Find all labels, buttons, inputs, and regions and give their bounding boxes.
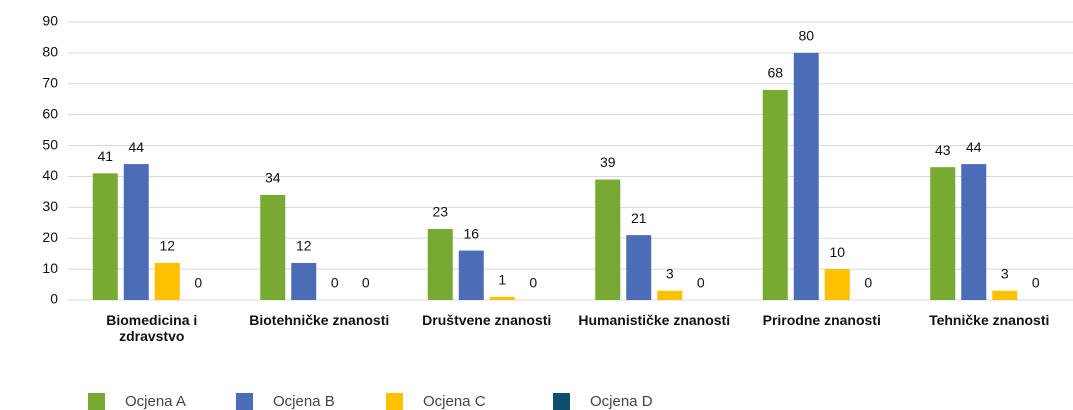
- value-label: 3: [1001, 265, 1009, 281]
- bar: [92, 173, 118, 300]
- value-label: 0: [194, 275, 202, 291]
- x-tick-label: Humanističke znanosti: [578, 312, 731, 328]
- value-label: 44: [128, 139, 144, 155]
- value-label: 0: [331, 275, 339, 291]
- bar: [291, 262, 317, 300]
- bar: [123, 164, 149, 300]
- value-label: 0: [1032, 275, 1040, 291]
- bar: [824, 269, 850, 300]
- y-tick-label: 50: [42, 136, 58, 152]
- value-label: 23: [432, 204, 448, 220]
- value-label: 10: [829, 244, 845, 260]
- y-tick-label: 30: [42, 198, 58, 214]
- y-tick-label: 0: [50, 291, 58, 307]
- y-tick-label: 80: [42, 44, 58, 60]
- value-label: 12: [159, 238, 175, 254]
- y-tick-label: 90: [42, 13, 58, 29]
- value-label: 0: [529, 275, 537, 291]
- value-label: 0: [362, 275, 370, 291]
- value-label: 39: [600, 154, 616, 170]
- y-tick-label: 60: [42, 105, 58, 121]
- bar: [961, 164, 987, 300]
- value-label: 0: [697, 275, 705, 291]
- value-label: 12: [296, 238, 312, 254]
- bar: [489, 296, 515, 300]
- value-label: 21: [631, 210, 647, 226]
- y-tick-label: 40: [42, 167, 58, 183]
- value-label: 3: [666, 265, 674, 281]
- bar: [260, 194, 286, 300]
- legend-label: Ocjena A: [125, 393, 186, 410]
- x-tick-label: Biomedicina i zdravstvo: [106, 312, 198, 344]
- legend-label: Ocjena D: [590, 393, 653, 410]
- bar: [657, 290, 683, 300]
- x-tick-label: Tehničke znanosti: [929, 312, 1050, 328]
- value-label: 1: [498, 272, 506, 288]
- value-label: 0: [864, 275, 872, 291]
- x-tick-label: Društvene znanosti: [422, 312, 552, 328]
- bar: [930, 167, 956, 300]
- y-tick-label: 20: [42, 229, 58, 245]
- bar: [458, 250, 484, 300]
- value-label: 80: [798, 28, 814, 44]
- bar: [154, 262, 180, 300]
- legend-swatch: [236, 393, 253, 410]
- legend-swatch: [386, 393, 403, 410]
- value-label: 68: [767, 65, 783, 81]
- value-label: 16: [463, 225, 479, 241]
- bar: [626, 235, 652, 300]
- value-label: 34: [265, 170, 281, 186]
- bar: [595, 179, 621, 300]
- bar: [762, 89, 788, 300]
- bar: [992, 290, 1018, 300]
- legend-label: Ocjena B: [273, 393, 335, 410]
- value-label: 44: [966, 139, 982, 155]
- bar: [427, 228, 453, 300]
- legend-swatch: [553, 393, 570, 410]
- value-label: 41: [97, 148, 113, 164]
- x-tick-label: Biotehničke znanosti: [249, 312, 390, 328]
- legend-swatch: [88, 393, 105, 410]
- bar: [793, 52, 819, 301]
- value-label: 43: [935, 142, 951, 158]
- legend-label: Ocjena C: [423, 393, 486, 410]
- x-tick-label: Prirodne znanosti: [762, 312, 881, 328]
- y-tick-label: 70: [42, 74, 58, 90]
- y-tick-label: 10: [42, 260, 58, 276]
